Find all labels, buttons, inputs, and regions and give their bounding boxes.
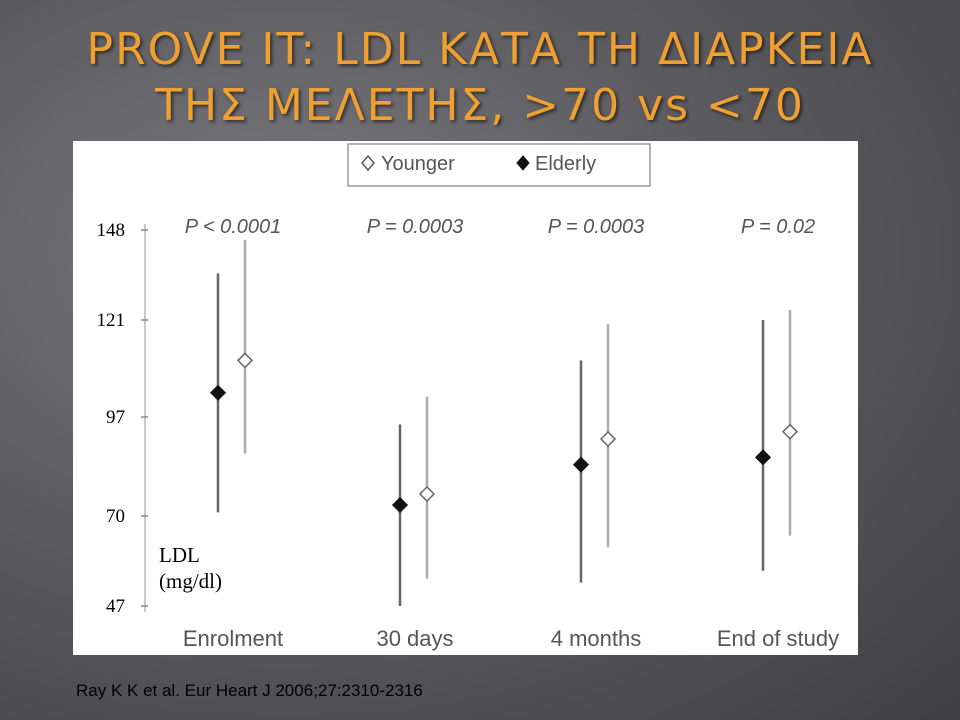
data-point-elderly xyxy=(209,384,227,401)
x-tick-label: 30 days xyxy=(376,626,453,651)
legend-box xyxy=(347,143,651,187)
p-value-label: P < 0.0001 xyxy=(185,216,282,238)
chart-panel: 47 70 97 121 148 LDL (mg/dl) Younger Elderly P < … xyxy=(73,141,858,655)
legend-label-elderly: Elderly xyxy=(535,153,596,175)
slide-title-line2: ΤΗΣ ΜΕΛΕΤΗΣ, >70 vs <70 xyxy=(155,80,805,131)
data-point-elderly xyxy=(572,456,590,473)
y-tick-label: 121 xyxy=(97,310,126,331)
x-tick-label: 4 months xyxy=(551,626,642,651)
x-tick-label: End of study xyxy=(717,626,839,651)
slide-title: PROVE IT: LDL ΚΑΤΑ ΤΗ ΔΙΑΡΚΕΙΑ ΤΗΣ ΜΕΛΕΤ… xyxy=(0,22,960,134)
data-point-elderly xyxy=(754,449,772,466)
legend-marker-younger xyxy=(361,154,375,172)
ldl-chart: 47 70 97 121 148 LDL(mg/dl) Younger Elderly P < … xyxy=(97,143,839,651)
y-axis-label: LDL xyxy=(159,543,200,567)
data-point-younger xyxy=(418,485,436,503)
slide-title-line1: PROVE IT: LDL ΚΑΤΑ ΤΗ ΔΙΑΡΚΕΙΑ xyxy=(86,24,874,75)
p-value-label: P = 0.0003 xyxy=(548,216,645,238)
citation: Ray K K et al. Eur Heart J 2006;27:2310-… xyxy=(76,681,423,700)
p-value-label: P = 0.0003 xyxy=(367,216,464,238)
y-tick-label: 70 xyxy=(106,506,125,527)
data-point-younger xyxy=(599,430,617,448)
data-point-younger xyxy=(236,352,254,369)
legend-marker-elderly xyxy=(516,155,530,171)
data-point-elderly xyxy=(391,496,409,514)
p-value-label: P = 0.02 xyxy=(741,216,815,238)
y-axis-label: (mg/dl) xyxy=(159,569,222,593)
x-tick-label: Enrolment xyxy=(183,626,283,651)
y-tick-label: 47 xyxy=(106,596,125,617)
data-point-younger xyxy=(781,423,799,440)
y-tick-label: 148 xyxy=(97,220,126,241)
legend-label-younger: Younger xyxy=(381,153,455,175)
y-tick-label: 97 xyxy=(106,407,125,428)
